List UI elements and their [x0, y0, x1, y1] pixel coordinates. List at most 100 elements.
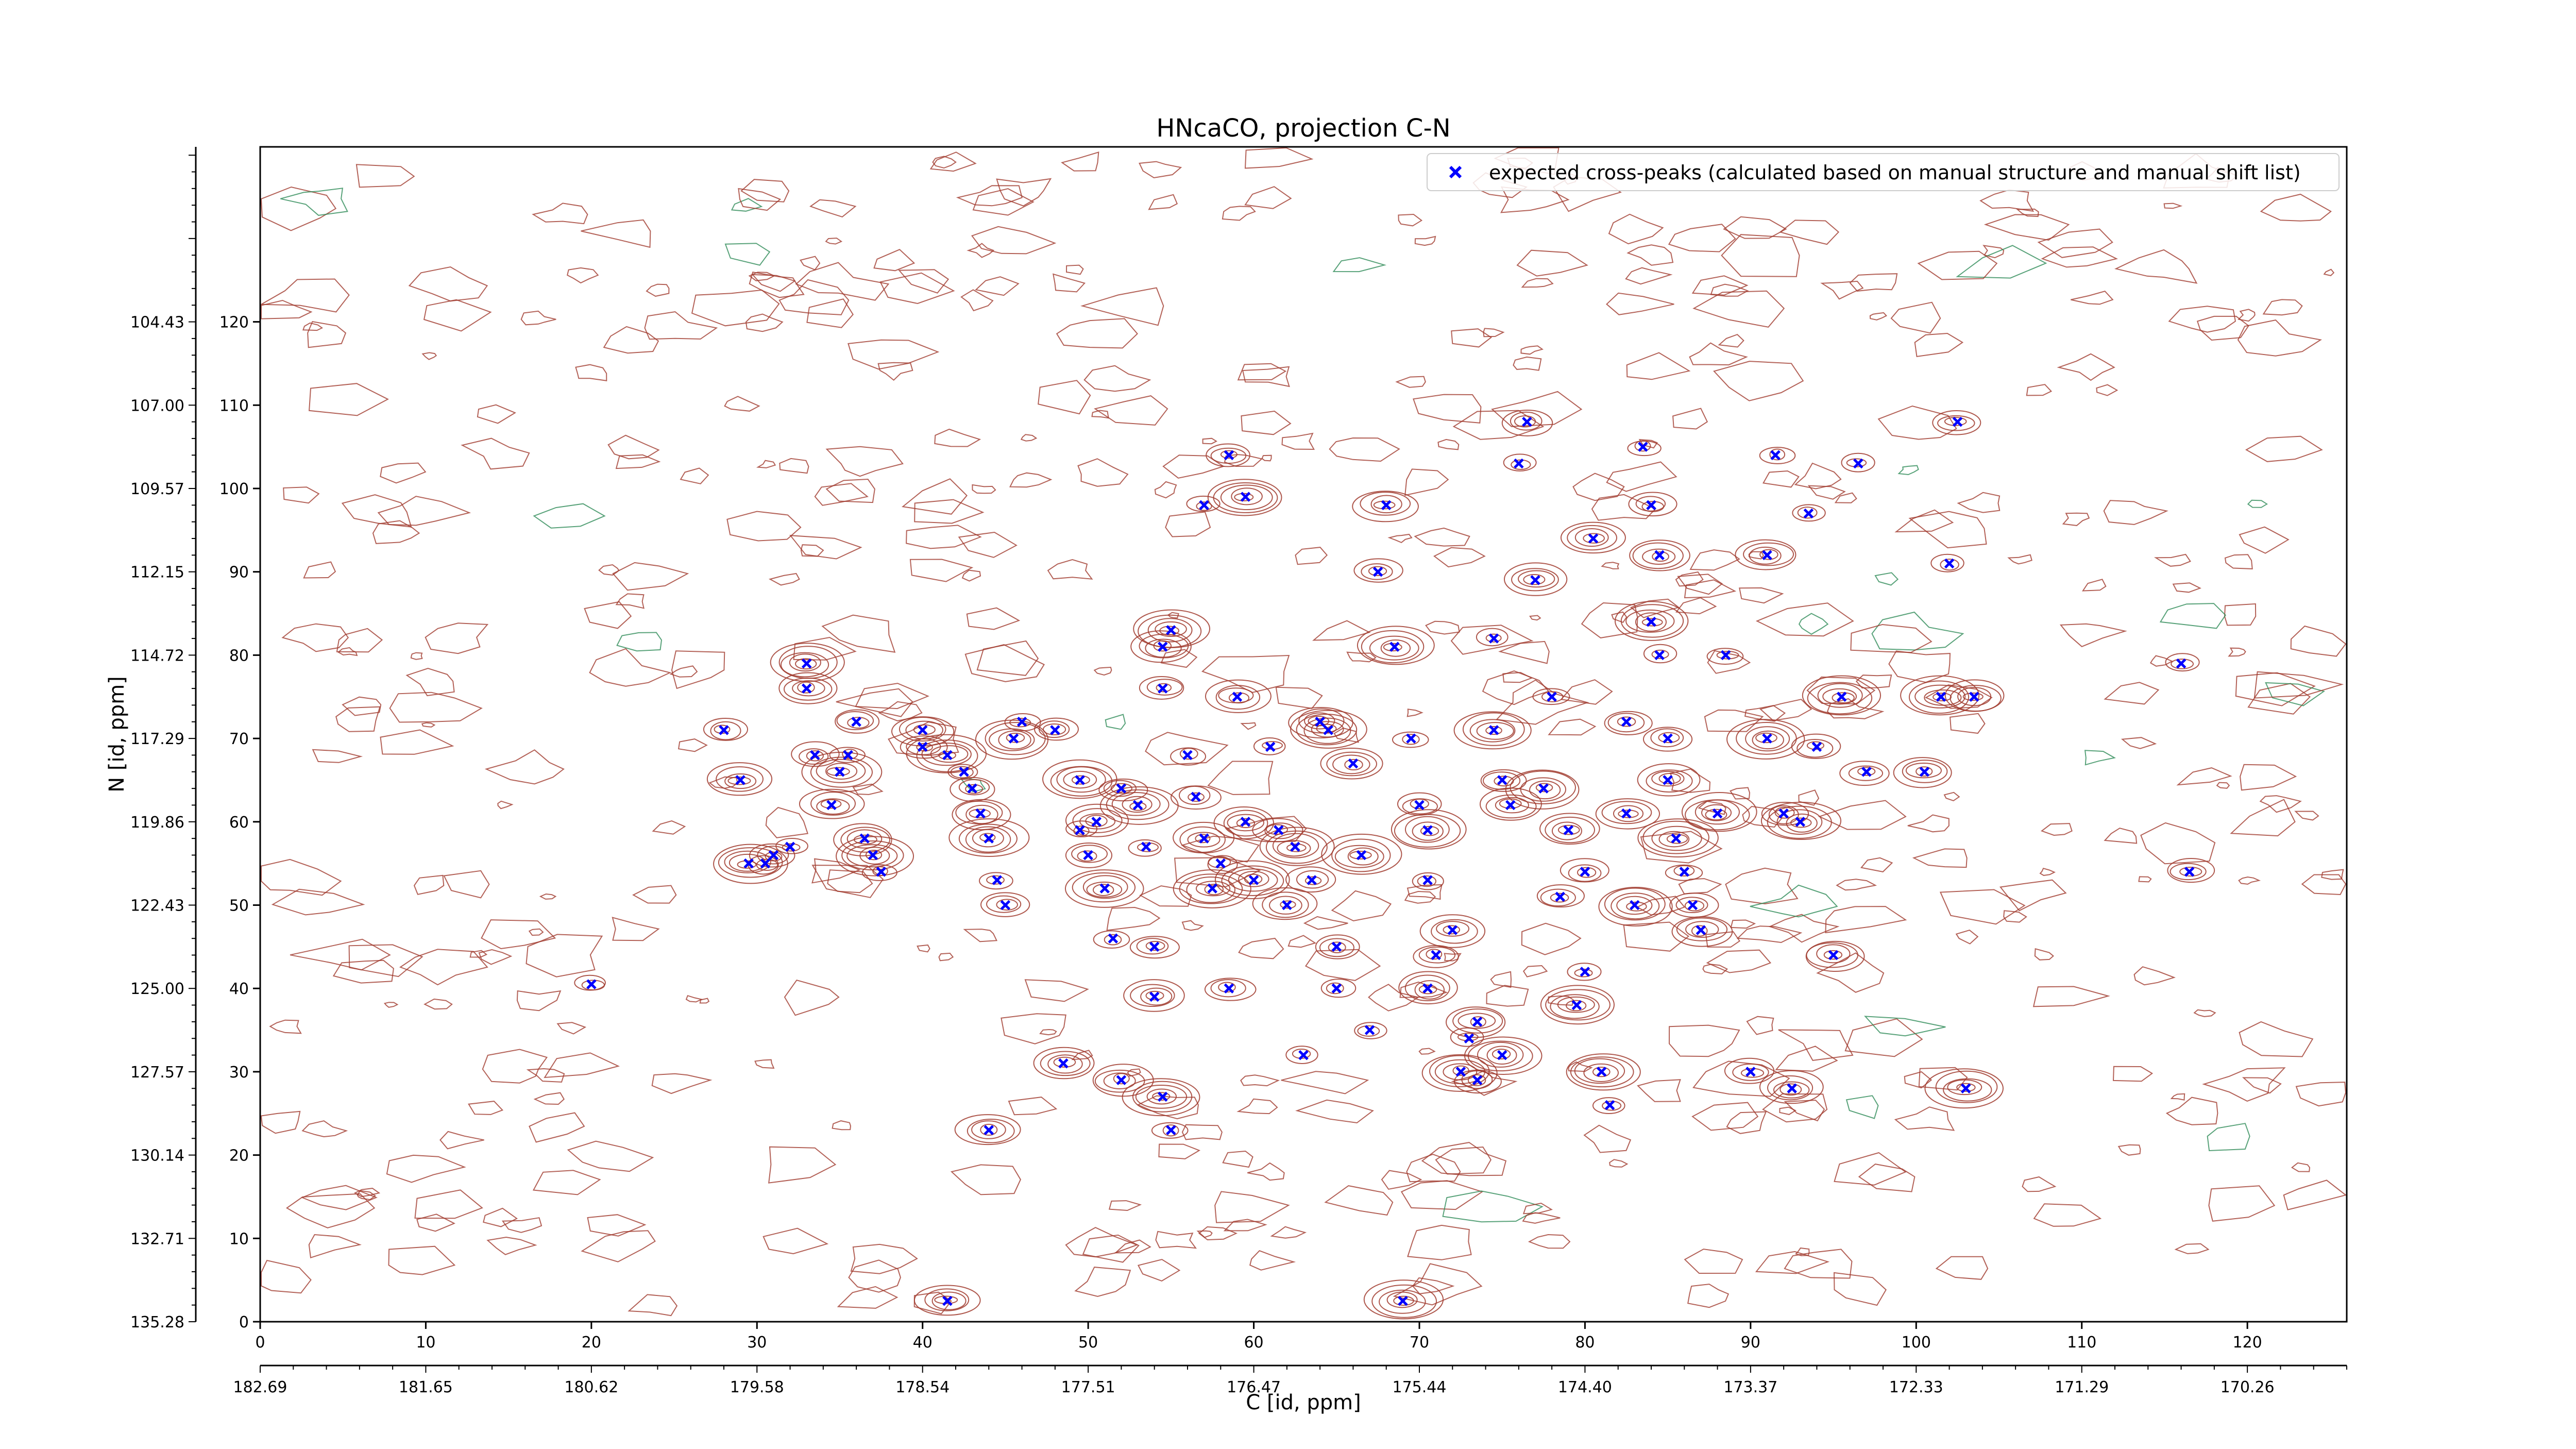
contour-ring — [1320, 748, 1383, 780]
peak-marker — [1538, 783, 1549, 794]
peak-marker-stroke — [1149, 991, 1160, 1002]
peak-marker — [1000, 900, 1011, 911]
contour-ring — [1252, 818, 1303, 843]
contour-ring — [1646, 769, 1693, 793]
peak-marker-stroke — [1944, 558, 1955, 569]
contour-blob — [1222, 1150, 1253, 1168]
contour-blob — [825, 446, 904, 477]
contour-blob — [1244, 147, 1314, 169]
peak-marker — [1224, 450, 1234, 461]
peak-marker-stroke — [1646, 500, 1656, 511]
contour-ring — [930, 745, 969, 763]
contour-ring — [1071, 775, 1090, 785]
contour-blob — [421, 352, 437, 360]
peak-marker — [719, 725, 729, 735]
peak-marker-stroke — [1638, 442, 1648, 452]
contour-ring — [1476, 628, 1509, 647]
contour-ring — [1523, 574, 1546, 585]
contour-ring — [1071, 845, 1108, 863]
contour-ring — [1033, 1047, 1095, 1080]
contour-blob — [2247, 499, 2268, 508]
peak-marker-stroke — [1075, 775, 1085, 785]
contour-blob — [2033, 1203, 2102, 1227]
contour-blob — [1759, 699, 1812, 721]
contour-ring — [1807, 682, 1873, 715]
contour-blob — [671, 650, 725, 689]
peak-marker-stroke — [1919, 767, 1930, 777]
contour-ring — [778, 672, 838, 704]
contour-ring — [810, 756, 873, 788]
contour-blob — [1295, 1099, 1374, 1124]
contour-blob — [598, 564, 620, 576]
contour-ring — [1905, 763, 1942, 779]
contour-blob — [2202, 1067, 2286, 1102]
contour-ring — [1520, 777, 1566, 802]
peak-marker — [992, 875, 1003, 885]
contour-blob — [1702, 964, 1728, 974]
contour-ring — [1937, 415, 1975, 431]
peak-marker-stroke — [1630, 900, 1640, 911]
contour-ring — [1483, 771, 1521, 790]
contour-ring — [1816, 944, 1851, 964]
contour-blob — [708, 776, 738, 789]
contour-blob — [1706, 949, 1772, 973]
contour-ring — [835, 709, 880, 734]
contour-ring — [1363, 1279, 1444, 1320]
contour-ring — [1902, 760, 1948, 783]
contour-ring — [1550, 994, 1600, 1019]
contour-ring — [1637, 818, 1719, 858]
y-tick-label: 10 — [229, 1230, 249, 1248]
peak-marker-stroke — [876, 867, 887, 877]
contour-ring — [1357, 626, 1435, 665]
peak-marker-stroke — [743, 858, 754, 869]
contour-ring — [1540, 888, 1576, 907]
contour-ring — [1418, 946, 1456, 964]
contour-blob — [1038, 380, 1091, 415]
contour-ring — [1085, 815, 1108, 828]
contour-blob — [1491, 391, 1583, 427]
contour-ring — [1759, 549, 1778, 560]
contour-ring — [1132, 1081, 1193, 1113]
contour-blob — [1061, 151, 1099, 172]
x-ppm-tick-label: 181.65 — [399, 1378, 453, 1396]
peak-marker — [1522, 416, 1532, 427]
contour-ring — [1086, 881, 1123, 898]
contour-blob — [386, 1154, 466, 1183]
contour-blob — [1529, 615, 1541, 621]
contour-ring — [574, 974, 606, 991]
contour-blob — [1490, 971, 1512, 988]
peak-marker-stroke — [1663, 775, 1673, 785]
contour-blob — [1816, 952, 1885, 993]
contour-ring — [948, 818, 1030, 857]
contour-blob — [778, 279, 850, 315]
y-tick-label: 110 — [219, 397, 249, 415]
contour-blob — [1820, 280, 1864, 300]
contour-blob — [468, 1101, 504, 1115]
contour-ring — [905, 720, 943, 739]
contour-blob — [2291, 1162, 2311, 1172]
contour-ring — [2170, 863, 2207, 881]
contour-blob — [533, 1092, 565, 1105]
contour-ring — [1908, 680, 1970, 714]
peak-marker-stroke — [1149, 941, 1160, 952]
contour-blob — [1725, 867, 1799, 905]
contour-ring — [770, 643, 845, 682]
contour-blob — [917, 944, 930, 953]
peak-marker — [1058, 1058, 1069, 1069]
contour-blob — [1626, 352, 1691, 380]
contour-blob — [1223, 1219, 1267, 1232]
contour-ring — [797, 681, 815, 694]
contour-blob — [2193, 1009, 2216, 1017]
contour-ring — [1617, 716, 1636, 727]
contour-ring — [1103, 780, 1137, 797]
contour-ring — [938, 751, 956, 760]
contour-blob — [1198, 1226, 1238, 1241]
legend: expected cross-peaks (calculated based o… — [1427, 153, 2340, 191]
peak-marker — [1960, 1083, 1971, 1093]
contour-blob — [1691, 275, 1749, 296]
contour-ring — [1419, 914, 1486, 948]
contour-ring — [1094, 1069, 1145, 1093]
peak-marker — [1149, 941, 1160, 952]
contour-blob — [1368, 984, 1419, 1012]
peak-marker-stroke — [1406, 733, 1416, 744]
